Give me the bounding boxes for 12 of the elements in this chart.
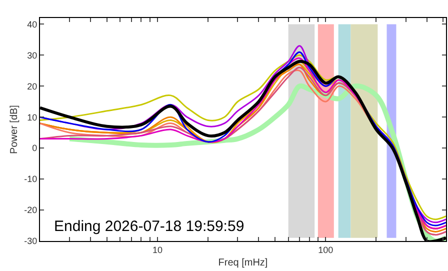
y-tick-label: -30 <box>24 236 38 246</box>
x-axis-title: Freq [mHz] <box>218 257 268 268</box>
y-tick-label: -10 <box>24 174 38 184</box>
y-axis-title: Power [dB] <box>9 104 20 154</box>
y-tick-label: 0 <box>32 143 38 154</box>
y-tick-label: 20 <box>27 81 38 92</box>
y-tick-label: 30 <box>27 50 38 60</box>
annotation: Ending 2026-07-18 19:59:59 <box>54 218 244 235</box>
y-tick-label: 40 <box>27 19 38 30</box>
y-tick-label: -20 <box>24 205 38 216</box>
x-tick-label: 100 <box>318 244 334 255</box>
y-tick-label: 10 <box>27 112 38 122</box>
